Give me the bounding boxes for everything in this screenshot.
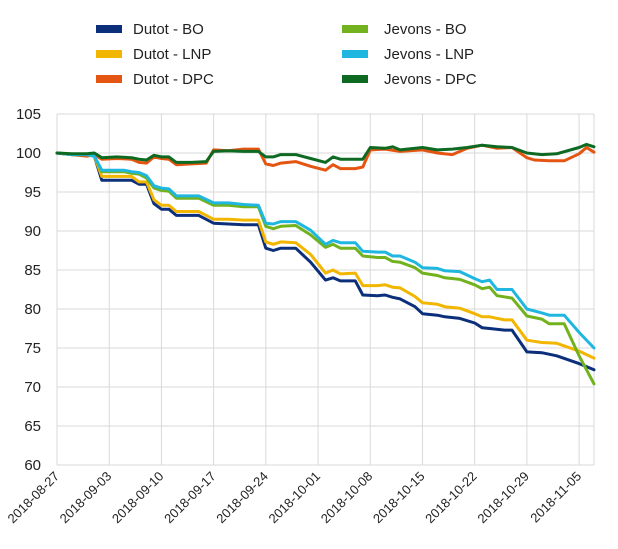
series-line-jevons-lnp (55, 151, 596, 350)
y-tick-label: 75 (24, 340, 41, 357)
series-line-jevons-dpc (55, 142, 596, 164)
y-tick-label: 90 (24, 223, 41, 240)
y-tick-label: 100 (16, 145, 41, 162)
legend-swatch-jevons-lnp (342, 50, 368, 58)
legend-label-dutot-lnp: Dutot - LNP (133, 46, 211, 63)
legend-label-jevons-lnp: Jevons - LNP (384, 46, 474, 63)
y-tick-label: 85 (24, 262, 41, 279)
x-tick-label: 2018-09-10 (109, 469, 167, 527)
x-tick-label: 2018-09-24 (213, 469, 271, 527)
legend-swatch-dutot-dpc (96, 75, 122, 83)
x-tick-label: 2018-08-27 (4, 469, 62, 527)
legend-label-dutot-bo: Dutot - BO (133, 21, 204, 38)
y-tick-label: 60 (24, 457, 41, 474)
legend-label-jevons-bo: Jevons - BO (384, 21, 467, 38)
x-tick-label: 2018-09-17 (161, 469, 219, 527)
legend-swatch-dutot-lnp (96, 50, 122, 58)
series-line-jevons-bo (55, 151, 596, 386)
y-tick-label: 80 (24, 301, 41, 318)
legend-swatch-jevons-bo (342, 25, 368, 33)
y-tick-label: 70 (24, 379, 41, 396)
x-tick-label: 2018-10-15 (370, 469, 428, 527)
x-tick-label: 2018-10-29 (474, 469, 532, 527)
x-tick-label: 2018-09-03 (57, 469, 115, 527)
y-tick-label: 105 (16, 106, 41, 123)
legend-swatch-jevons-dpc (342, 75, 368, 83)
axes: 10510095908580757065602018-08-272018-09-… (4, 106, 584, 526)
legend-label-dutot-dpc: Dutot - DPC (133, 71, 214, 88)
x-tick-label: 2018-11-05 (527, 469, 584, 526)
x-tick-label: 2018-10-22 (422, 469, 480, 527)
series-lines (55, 142, 596, 386)
y-tick-label: 95 (24, 184, 41, 201)
x-tick-label: 2018-10-01 (266, 469, 324, 527)
y-tick-label: 65 (24, 418, 41, 435)
legend-label-jevons-dpc: Jevons - DPC (384, 71, 477, 88)
x-tick-label: 2018-10-08 (318, 469, 376, 527)
legend: Dutot - BO Dutot - LNP Dutot - DPC Jevons -… (96, 21, 477, 88)
series-line-dutot-lnp (55, 151, 596, 360)
legend-swatch-dutot-bo (96, 25, 122, 33)
series-line-dutot-bo (55, 151, 596, 372)
